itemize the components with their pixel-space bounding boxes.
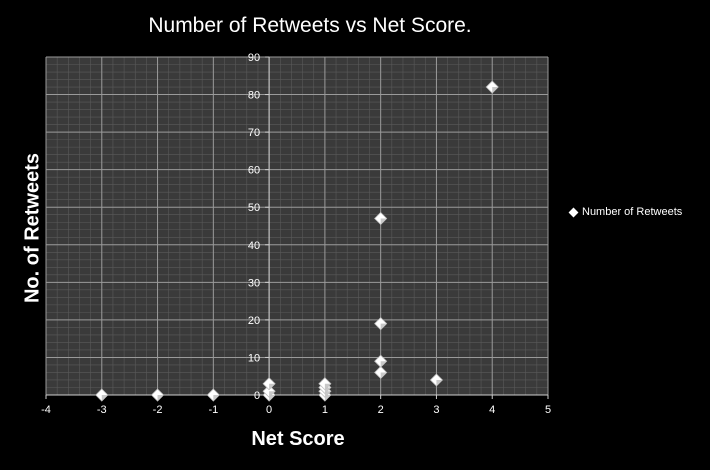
diamond-shade (380, 372, 387, 379)
y-tick-label: 80 (248, 90, 260, 102)
diamond-shade (213, 395, 220, 401)
x-tick-label: -1 (208, 404, 218, 416)
x-tick-label: 1 (322, 404, 328, 416)
diamond-shade (380, 218, 387, 225)
diamond-shade (436, 379, 443, 386)
data-point (374, 365, 388, 380)
y-tick-label: 90 (248, 52, 260, 64)
chart-title: Number of Retweets vs Net Score. (148, 14, 472, 37)
data-point (262, 384, 276, 398)
x-tick-label: -2 (153, 404, 163, 416)
diamond-shade (324, 387, 331, 394)
y-tick-label: 60 (248, 165, 260, 177)
data-point (485, 80, 499, 94)
data-point (374, 354, 388, 368)
y-tick-label: 50 (248, 202, 260, 214)
y-tick-label: 40 (248, 240, 260, 252)
data-point (374, 317, 388, 331)
x-tick-label: 5 (545, 404, 551, 416)
legend: Number of Retweets (568, 206, 682, 218)
diamond-shade (157, 395, 164, 401)
y-tick-label: 30 (248, 277, 260, 289)
x-tick-label: 2 (378, 404, 384, 416)
diamond-shade (101, 395, 108, 401)
diamond-shade (380, 361, 387, 368)
data-point (318, 377, 332, 391)
data-point (262, 377, 276, 391)
x-tick-label: -3 (97, 404, 107, 416)
x-tick-label: -4 (41, 404, 51, 416)
data-point (95, 388, 109, 402)
diamond-shade (492, 87, 499, 94)
minor-gridlines (45, 56, 549, 396)
legend-label: Number of Retweets (582, 206, 683, 218)
diamond-shade (269, 391, 276, 398)
plot-background (46, 57, 548, 395)
data-points (95, 80, 499, 402)
diamond-shade (380, 323, 387, 330)
y-tick-label: 70 (248, 127, 260, 139)
data-point (206, 388, 220, 402)
major-gridlines (45, 56, 549, 396)
x-tick-label: 3 (433, 404, 439, 416)
diamond-shade (269, 395, 276, 401)
diamond-shade (324, 383, 331, 390)
y-tick-label: 20 (248, 315, 260, 327)
x-tick-label: 0 (266, 404, 272, 416)
x-tick-label: 4 (489, 404, 495, 416)
data-point (374, 211, 388, 226)
diamond-shade (324, 395, 331, 401)
data-point (429, 373, 444, 387)
diamond-shade (324, 391, 331, 398)
data-point (150, 388, 165, 402)
y-tick-label: 0 (254, 390, 260, 402)
diamond-shade (269, 383, 276, 390)
y-tick-label: 10 (248, 352, 260, 364)
x-axis-label: Net Score (251, 428, 345, 450)
plot-area (46, 57, 548, 395)
